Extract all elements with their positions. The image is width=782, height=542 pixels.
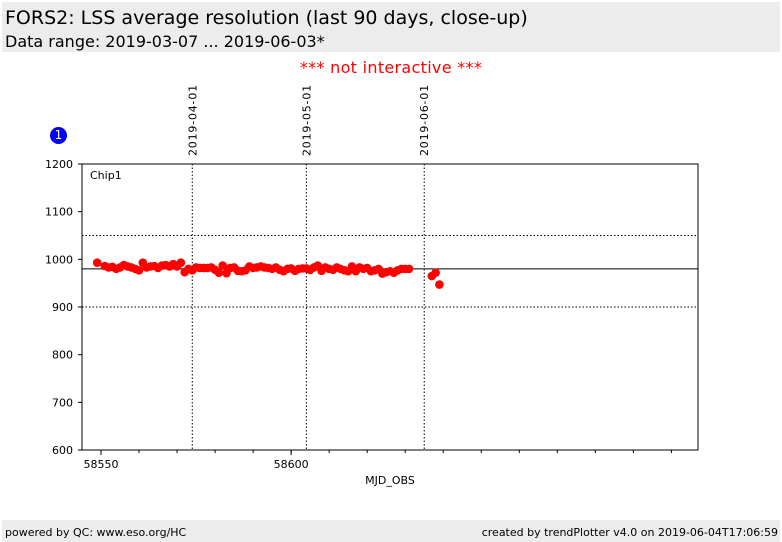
x-tick-label: 58600 bbox=[274, 458, 309, 471]
date-marker-label: 2019-04-01 bbox=[186, 84, 199, 156]
data-point bbox=[404, 264, 414, 274]
footer-bar: powered by QC: www.eso.org/HC created by… bbox=[2, 520, 780, 542]
data-point bbox=[134, 265, 144, 275]
chart-title: FORS2: LSS average resolution (last 90 d… bbox=[5, 7, 528, 29]
data-point bbox=[176, 258, 186, 267]
data-point bbox=[435, 280, 444, 289]
y-tick-label: 1200 bbox=[45, 158, 73, 171]
date-marker-label: 2019-06-01 bbox=[418, 84, 431, 156]
data-point bbox=[92, 258, 102, 267]
date-marker-label: 2019-05-01 bbox=[300, 84, 313, 156]
y-tick-label: 900 bbox=[52, 301, 73, 314]
data-point bbox=[431, 268, 440, 277]
data-point bbox=[218, 261, 227, 270]
x-tick-label: 58550 bbox=[84, 458, 119, 471]
chart-subtitle: Data range: 2019-03-07 ... 2019-06-03* bbox=[5, 32, 325, 51]
footer-created-by: created by trendPlotter v4.0 on 2019-06-… bbox=[481, 526, 778, 539]
footer-powered-by: powered by QC: www.eso.org/HC bbox=[5, 526, 187, 539]
panel-label: Chip1 bbox=[90, 169, 122, 182]
y-tick-label: 1100 bbox=[45, 206, 73, 219]
plot-number-badge: 1 bbox=[50, 127, 67, 144]
data-point bbox=[214, 268, 224, 277]
y-tick-label: 1000 bbox=[45, 253, 73, 266]
y-tick-label: 800 bbox=[52, 349, 73, 362]
header-bar: FORS2: LSS average resolution (last 90 d… bbox=[2, 2, 780, 52]
x-axis-label: MJD_OBS bbox=[365, 474, 415, 487]
not-interactive-notice: *** not interactive *** bbox=[299, 58, 483, 77]
y-tick-label: 600 bbox=[52, 444, 73, 457]
y-tick-label: 700 bbox=[52, 396, 73, 409]
